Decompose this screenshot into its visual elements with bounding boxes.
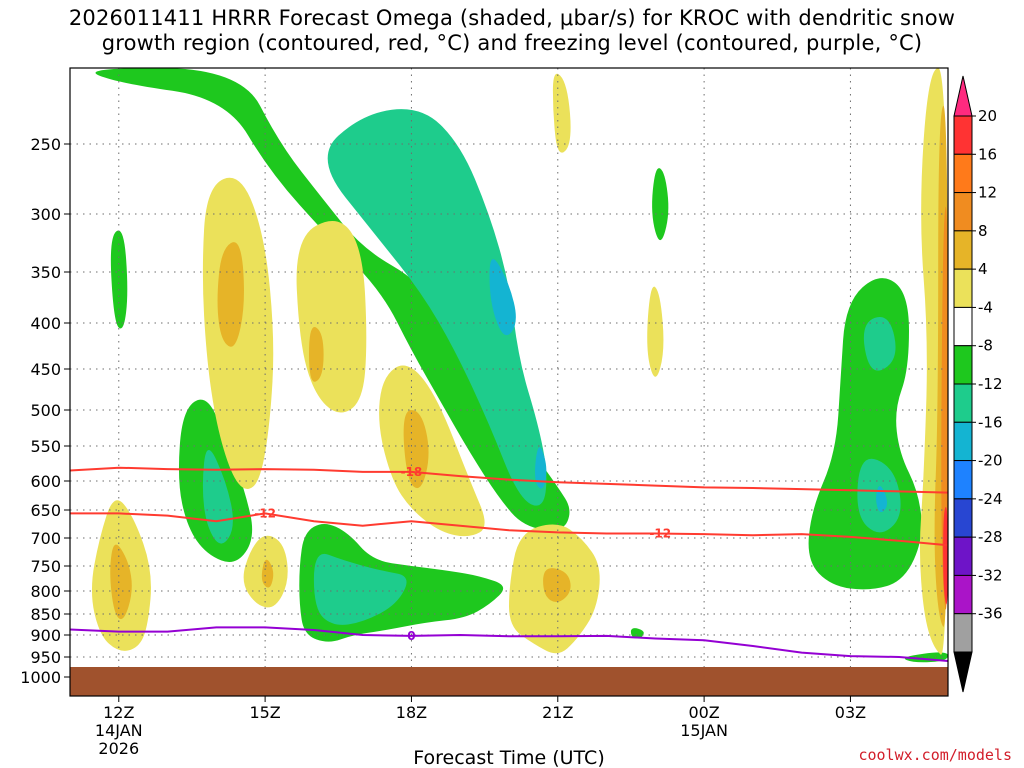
y-tick-label-500: 500 [30,401,61,420]
omega-region-late-teal [863,316,896,371]
dgz-label-2: -12 [649,527,671,541]
colorbar-label-10: -24 [978,490,1003,508]
colorbar-box-4 [953,268,973,308]
omega-region-late-green-block [808,278,922,590]
y-tick-label-900: 900 [30,626,61,645]
omega-region-pos-18z-core [403,410,429,489]
colorbar-label-9: -20 [978,452,1003,470]
y-tick-label-850: 850 [30,605,61,624]
colorbar-box-6 [953,345,973,385]
omega-region-upper-band-cyan-2 [535,447,547,489]
terrain-block [70,667,948,696]
dgz-line-1 [70,512,949,547]
freezing-level-label: 0 [407,629,415,643]
colorbar-box-5 [953,306,973,347]
colorbar-label-11: -28 [978,528,1003,546]
y-tick-label-400: 400 [30,314,61,333]
x-tick-year-12Z: 2026 [98,739,139,758]
x-tick-label-15Z: 15Z [249,703,280,722]
omega-region-pos-22z-up [647,286,664,377]
y-tick-label-250: 250 [30,135,61,154]
x-axis-label: Forecast Time (UTC) [413,747,604,768]
omega-shading-layer [70,68,948,696]
colorbar-label-13: -36 [978,605,1003,623]
omega-region-low-teal [313,553,407,625]
omega-region-pos-12z-core [110,544,132,620]
x-tick-date-00Z: 15JAN [680,721,728,740]
omega-region-pos-21z-core [543,568,571,603]
colorbar-label-12: -32 [978,566,1003,584]
colorbar-box-9 [953,460,973,500]
omega-region-upper-band-cyan [489,259,516,336]
omega-region-early-green-strip [110,230,128,329]
colorbar-label-2: 12 [978,184,997,202]
grid-layer [70,68,948,667]
y-tick-label-950: 950 [30,648,61,667]
colorbar-label-1: 16 [978,145,997,163]
x-tick-date-12Z: 14JAN [95,721,143,740]
omega-region-pos-14z-core [217,242,244,347]
omega-region-low-green-fleck [630,628,644,639]
credit-text[interactable]: coolwx.com/models [858,746,1012,764]
x-tick-label-21Z: 21Z [542,703,573,722]
colorbar-box-0 [953,115,973,155]
colorbar-box-3 [953,230,973,270]
colorbar-box-13 [953,613,973,653]
plot-frame [69,67,949,697]
pressure-axis: 250 300 350 400 450 500 550 600 650 700 750 800 850 9… [20,135,70,687]
y-tick-label-800: 800 [30,582,61,601]
colorbar-box-2 [953,192,973,232]
omega-region-upper-band-edge [95,68,570,531]
colorbar: 20 16 12 8 4 -4 -8 -12 -16 -20 -24 -28 -32 -36 [953,75,1003,693]
omega-region-pos-21z-up [552,73,571,153]
x-tick-label-03Z: 03Z [835,703,866,722]
contour-layer: -18 -12 -12 0 [69,465,949,662]
colorbar-box-11 [953,536,973,576]
y-tick-label-550: 550 [30,437,61,456]
x-tick-label-12Z: 12Z [103,703,134,722]
colorbar-label-5: -4 [978,298,993,316]
chart-title-line-1: 2026011411 HRRR Forecast Omega (shaded, … [68,6,956,30]
omega-region-pos-15z-low-core [261,559,274,588]
y-tick-label-750: 750 [30,557,61,576]
colorbar-box-7 [953,383,973,423]
y-tick-label-300: 300 [30,205,61,224]
colorbar-label-0: 20 [978,107,997,125]
omega-region-mid-green-fleck [652,168,669,241]
x-tick-label-00Z: 00Z [688,703,719,722]
y-tick-label-700: 700 [30,529,61,548]
colorbar-box-8 [953,421,973,462]
omega-region-pos-16z-core [309,327,324,382]
dgz-line-0 [69,466,949,494]
omega-region-pos-18z [379,365,485,537]
colorbar-label-7: -12 [978,375,1003,393]
omega-region-upper-band-core [327,109,547,506]
colorbar-label-4: 4 [978,260,988,278]
colorbar-box-12 [953,574,973,615]
chart-title: 2026011411 HRRR Forecast Omega (shaded, … [0,6,1024,56]
x-tick-label-18Z: 18Z [396,703,427,722]
colorbar-label-3: 8 [978,222,988,240]
omega-region-pos-16z [296,220,367,413]
colorbar-box-10 [953,498,973,538]
colorbar-box-1 [953,153,973,194]
chart-title-line-2: growth region (contoured, red, °C) and f… [101,31,923,55]
y-tick-label-1000: 1000 [20,668,61,687]
y-tick-label-600: 600 [30,472,61,491]
y-tick-label-650: 650 [30,501,61,520]
colorbar-label-8: -16 [978,413,1003,431]
omega-region-pos-right-edge-16 [943,506,948,605]
y-tick-label-450: 450 [30,360,61,379]
colorbar-label-6: -8 [978,337,993,355]
dgz-label-1: -12 [254,506,276,520]
colorbar-top-triangle [953,75,973,117]
colorbar-bottom-triangle [953,651,973,693]
y-tick-label-350: 350 [30,263,61,282]
omega-region-late-cyan [876,485,888,513]
freezing-level-line [69,626,949,662]
dgz-label-0: -18 [401,465,423,479]
